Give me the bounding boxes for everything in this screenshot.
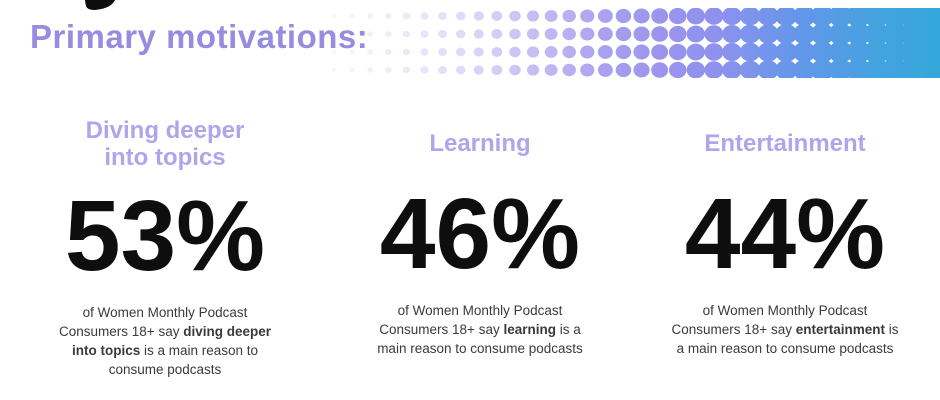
stat-value: 46% bbox=[379, 178, 581, 290]
stat-column-entertainment: Entertainment 44% of Women Monthly Podca… bbox=[640, 118, 930, 358]
stat-caption: of Women Monthly Podcast Consumers 18+ sa… bbox=[671, 303, 899, 356]
cropped-text-fragment bbox=[83, 0, 118, 12]
stat-title: Learning bbox=[429, 129, 531, 157]
stat-caption: of Women Monthly Podcast Consumers 18+ sa… bbox=[59, 304, 271, 377]
halftone-dots-banner bbox=[331, 8, 940, 78]
section-title: Primary motivations: bbox=[30, 18, 369, 55]
stat-value: 53% bbox=[64, 179, 266, 292]
stat-caption: of Women Monthly Podcast Consumers 18+ sa… bbox=[377, 303, 583, 356]
stat-column-learning: Learning 46% of Women Monthly Podcast Con… bbox=[340, 118, 620, 358]
stat-value: 44% bbox=[684, 178, 886, 290]
stat-title: Diving deeper into topics bbox=[85, 117, 245, 171]
stat-column-diving-deeper: Diving deeper into topics 53% of Women M… bbox=[25, 117, 305, 379]
stat-title: Entertainment bbox=[704, 129, 866, 157]
